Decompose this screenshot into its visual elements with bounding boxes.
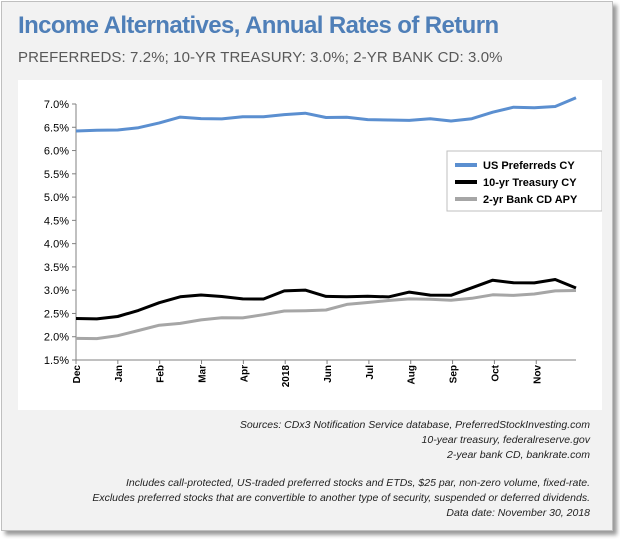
- y-tick-label: 2.5%: [44, 308, 69, 320]
- legend: US Preferreds CY 10-yr Treasury CY 2-yr Ba…: [446, 150, 602, 212]
- x-tick-label: 2018: [281, 365, 292, 388]
- disclaimer-note: Includes call-protected, US-traded prefe…: [10, 476, 590, 521]
- line-chart: 1.5% 2.0% 2.5% 3.0% 3.5% 4.0% 4.5% 5.0% 5.5% 6.0%…: [44, 96, 602, 388]
- x-tick-label: Jan: [114, 365, 125, 382]
- x-tick-label: Dec: [72, 365, 83, 384]
- x-tick-label: Jun: [323, 365, 334, 383]
- x-tick-label: Feb: [156, 365, 167, 383]
- x-tick-label: Aug: [407, 365, 418, 384]
- y-tick-label: 5.5%: [44, 169, 69, 181]
- y-tick-label: 3.5%: [44, 262, 69, 274]
- plot-area: 1.5% 2.0% 2.5% 3.0% 3.5% 4.0% 4.5% 5.0% 5.5% 6.0%…: [18, 80, 602, 410]
- disclaimer-line: Excludes preferred stocks that are conve…: [92, 492, 590, 504]
- x-tick-label: Oct: [490, 364, 501, 381]
- x-tick-label: Jul: [365, 365, 376, 380]
- x-tick-label: Nov: [532, 365, 543, 384]
- legend-label: US Preferreds CY: [483, 160, 575, 172]
- x-tick-label: Mar: [198, 365, 209, 383]
- series-line-cd: [75, 289, 577, 341]
- y-tick-label: 4.5%: [44, 215, 69, 227]
- y-tick-label: 3.0%: [44, 285, 69, 297]
- y-tick-label: 1.5%: [44, 355, 69, 367]
- sources-note: Sources: CDx3 Notification Service datab…: [10, 418, 590, 463]
- data-date: Data date: November 30, 2018: [446, 507, 590, 519]
- disclaimer-line: Includes call-protected, US-traded prefe…: [126, 477, 590, 489]
- x-axis: Dec Jan Feb Mar Apr 2018 Jun Jul Aug Sep Oct Nov: [72, 359, 576, 388]
- y-tick-label: 7.0%: [44, 99, 69, 111]
- source-line: 2-year bank CD, bankrate.com: [447, 449, 590, 461]
- y-axis: 1.5% 2.0% 2.5% 3.0% 3.5% 4.0% 4.5% 5.0% 5.5% 6.0%…: [44, 99, 77, 367]
- y-tick-label: 5.0%: [44, 192, 69, 204]
- source-line: 10-year treasury, federalreserve.gov: [421, 434, 590, 446]
- y-tick-label: 6.5%: [44, 122, 69, 134]
- chart-frame: Income Alternatives, Annual Rates of Ret…: [1, 1, 613, 531]
- series-line-treasury: [75, 278, 577, 321]
- legend-label: 2-yr Bank CD APY: [483, 194, 578, 206]
- x-tick-label: Sep: [449, 365, 460, 383]
- legend-label: 10-yr Treasury CY: [483, 177, 577, 189]
- series-group: [75, 96, 577, 341]
- chart-subtitle: PREFERREDS: 7.2%; 10-YR TREASURY: 3.0%; …: [18, 49, 503, 66]
- y-tick-label: 6.0%: [44, 146, 69, 158]
- series-line-preferreds: [75, 96, 577, 133]
- y-tick-label: 4.0%: [44, 239, 69, 251]
- x-tick-label: Apr: [239, 365, 250, 382]
- y-tick-label: 2.0%: [44, 332, 69, 344]
- source-line: Sources: CDx3 Notification Service datab…: [239, 419, 590, 431]
- chart-title: Income Alternatives, Annual Rates of Ret…: [18, 12, 499, 39]
